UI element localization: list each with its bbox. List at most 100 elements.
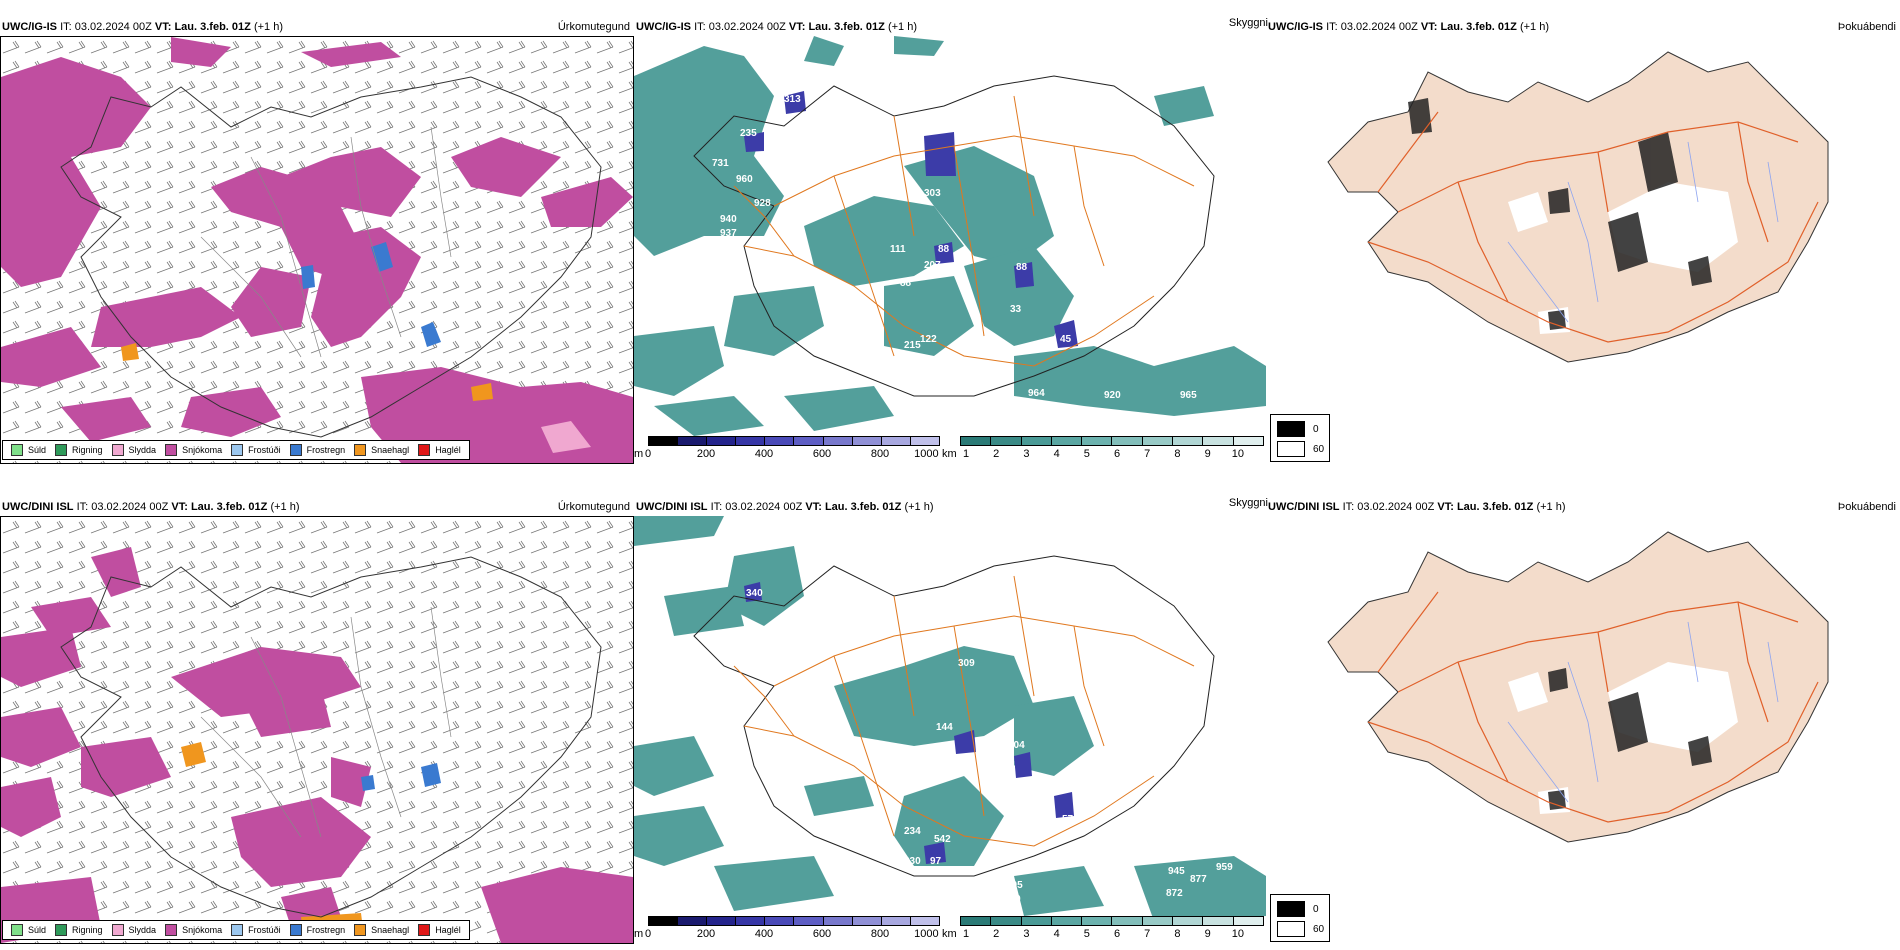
vis-label: 88 xyxy=(900,278,912,289)
vis-label: 731 xyxy=(712,158,729,169)
panel-title: Úrkomutegund xyxy=(557,501,630,513)
legend-item: Slydda xyxy=(111,444,156,456)
panel-title: Skyggni xyxy=(1228,497,1268,509)
iceland-outline xyxy=(693,75,1215,397)
rivers xyxy=(200,606,452,838)
visibility-map: 313 235 786 731 960 928 940 937 303 111 … xyxy=(634,36,1266,442)
lead-time: (+1 h) xyxy=(1519,21,1549,33)
legend-item: Rigning xyxy=(55,444,103,456)
vis-label: 920 xyxy=(1104,390,1121,401)
scale-bar xyxy=(960,436,1264,446)
visibility-scale-km: km 1 2 3 4 5 6 7 8 9 10 xyxy=(942,916,1266,944)
precip-map-svg xyxy=(1,37,633,463)
visibility-scale-m: m 0 200 400 600 800 1000 xyxy=(634,436,944,464)
visibility-scale-km: km 1 2 3 4 5 6 7 8 9 10 xyxy=(942,436,1266,464)
vis-label: 144 xyxy=(936,722,953,733)
vis-label: 877 xyxy=(1190,874,1207,885)
init-time: 03.02.2024 00Z xyxy=(1357,501,1435,513)
valid-time: Lau. 3.feb. 01Z xyxy=(1440,21,1517,33)
fog-legend: 0 60 xyxy=(1270,414,1330,462)
vis-label: 340 xyxy=(746,588,763,599)
iceland-land xyxy=(1327,51,1829,363)
vis-label: 111 xyxy=(890,244,906,255)
panel-header: UWC/IG-IS IT: 03.02.2024 00Z VT: Lau. 3.… xyxy=(2,21,283,33)
vis-label: 207 xyxy=(924,260,941,271)
vis-label: 37 xyxy=(926,744,938,755)
fog-legend: 0 60 xyxy=(1270,894,1330,942)
vis-label: 928 xyxy=(754,198,771,209)
legend-item: Haglél xyxy=(418,444,461,456)
visibility-labels: 313 235 786 731 960 928 940 937 303 111 … xyxy=(712,94,1197,401)
scale-bar xyxy=(960,916,1264,926)
legend-item: Snaehagl xyxy=(354,444,409,456)
very-low-visibility-areas xyxy=(744,582,1074,864)
scale-bar xyxy=(648,916,940,926)
vis-label: 960 xyxy=(736,174,753,185)
lead-time: (+1 h) xyxy=(270,501,300,513)
legend-item: 60 xyxy=(1277,921,1324,937)
vis-label: 880 xyxy=(1004,894,1021,905)
legend-item: Rigning xyxy=(55,924,103,936)
panel-header: UWC/DINI ISL IT: 03.02.2024 00Z VT: Lau.… xyxy=(1268,501,1566,513)
panel-title: Skyggni xyxy=(1228,17,1268,29)
visibility-map-svg: 340 309 144 53 104 64 37 128 57 234 542 … xyxy=(634,516,1266,921)
precip-map xyxy=(0,36,634,464)
vis-label: 45 xyxy=(1060,334,1072,345)
legend-item: Frostúði xyxy=(231,444,281,456)
valid-time: Lau. 3.feb. 01Z xyxy=(190,501,268,513)
visibility-panel-top: UWC/IG-IS IT: 03.02.2024 00Z VT: Lau. 3.… xyxy=(634,14,1268,464)
visibility-map-svg: 313 235 786 731 960 928 940 937 303 111 … xyxy=(634,36,1266,436)
rain-areas xyxy=(121,242,591,453)
vis-label: 107 xyxy=(906,376,923,387)
vis-label: 104 xyxy=(1008,740,1025,751)
rivers xyxy=(1507,621,1779,803)
vis-label: 234 xyxy=(904,826,921,837)
vis-label: 313 xyxy=(784,94,801,105)
legend-item: 0 xyxy=(1277,421,1319,437)
model-name: UWC/DINI ISL xyxy=(1268,501,1340,513)
precip-map xyxy=(0,516,634,944)
fog-map-svg xyxy=(1327,51,1829,363)
vis-label: 240 xyxy=(910,358,927,369)
legend-item: Frostúði xyxy=(231,924,281,936)
init-time: 03.02.2024 00Z xyxy=(708,21,786,33)
vis-label: 235 xyxy=(740,128,757,139)
valid-time: Lau. 3.feb. 01Z xyxy=(808,21,885,33)
vis-label: 309 xyxy=(958,658,975,669)
vis-label: 88 xyxy=(938,244,950,255)
panel-header: UWC/DINI ISL IT: 03.02.2024 00Z VT: Lau.… xyxy=(636,501,934,513)
legend-item: Snjókoma xyxy=(165,444,222,456)
fog-index-panel-top: UWC/IG-IS IT: 03.02.2024 00Z VT: Lau. 3.… xyxy=(1268,14,1900,464)
roads xyxy=(733,575,1195,847)
scale-unit: km xyxy=(942,928,957,940)
rivers xyxy=(1507,141,1779,323)
fog-high-areas xyxy=(1408,98,1712,330)
vis-label: 905 xyxy=(1006,880,1023,891)
vis-label: 303 xyxy=(924,188,941,199)
precip-type-panel-bottom: UWC/DINI ISL IT: 03.02.2024 00Z VT: Lau.… xyxy=(0,494,634,944)
vis-label: 542 xyxy=(934,834,951,845)
model-name: UWC/IG-IS xyxy=(1268,21,1323,33)
panel-title: Þokuábendi xyxy=(1837,21,1896,33)
vis-label: 872 xyxy=(1166,888,1183,899)
legend-item: 0 xyxy=(1277,901,1319,917)
precip-legend: Súld Rigning Slydda Snjókoma Frostúði Fr… xyxy=(2,920,470,940)
vis-label: 786 xyxy=(772,146,789,157)
visibility-labels: 340 309 144 53 104 64 37 128 57 234 542 … xyxy=(746,588,1233,905)
roads xyxy=(1367,111,1819,343)
vis-label: 215 xyxy=(904,340,921,351)
scale-unit: km xyxy=(942,448,957,460)
legend-item: Súld xyxy=(11,444,46,456)
visibility-map: 340 309 144 53 104 64 37 128 57 234 542 … xyxy=(634,516,1266,922)
init-time: 03.02.2024 00Z xyxy=(91,501,169,513)
precip-legend: Súld Rigning Slydda Snjókoma Frostúði Fr… xyxy=(2,440,470,460)
iceland-land xyxy=(1327,531,1829,843)
visibility-panel-bottom: UWC/DINI ISL IT: 03.02.2024 00Z VT: Lau.… xyxy=(634,494,1268,944)
fog-map xyxy=(1308,42,1868,442)
panel-header: UWC/IG-IS IT: 03.02.2024 00Z VT: Lau. 3.… xyxy=(1268,21,1549,33)
precip-type-panel-top: UWC/IG-IS IT: 03.02.2024 00Z VT: Lau. 3.… xyxy=(0,14,634,464)
legend-item: Slydda xyxy=(111,924,156,936)
vis-label: 940 xyxy=(720,214,737,225)
vis-label: 965 xyxy=(1180,390,1197,401)
model-name: UWC/IG-IS xyxy=(2,21,57,33)
